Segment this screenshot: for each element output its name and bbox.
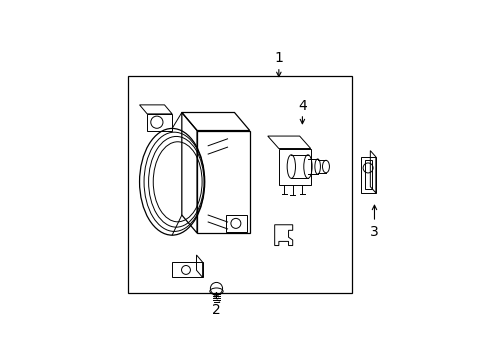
- Text: 2: 2: [212, 303, 221, 317]
- Bar: [147, 114, 172, 131]
- Text: 4: 4: [298, 99, 307, 113]
- Text: 1: 1: [274, 51, 283, 66]
- Bar: [279, 149, 311, 185]
- Bar: [172, 262, 203, 278]
- Bar: [197, 131, 250, 233]
- Bar: [361, 157, 376, 193]
- Text: 3: 3: [370, 225, 379, 239]
- Bar: [128, 76, 352, 293]
- Bar: [365, 161, 372, 189]
- Bar: [226, 215, 247, 232]
